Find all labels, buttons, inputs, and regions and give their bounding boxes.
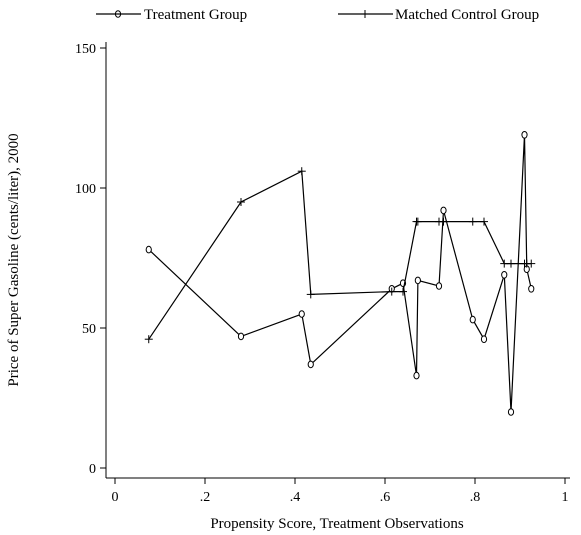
data-point-treatment (145, 245, 152, 254)
data-point-treatment (528, 285, 535, 293)
data-point-control (439, 217, 448, 226)
x-tick-label: 0 (112, 490, 119, 505)
x-tick-label: .2 (200, 490, 211, 505)
data-point-treatment (298, 310, 305, 318)
data-point-treatment (307, 360, 314, 369)
legend-item-control: Matched Control Group (338, 7, 539, 23)
data-point-control (306, 290, 315, 299)
legend-marker-treatment (114, 10, 122, 18)
y-tick-label: 0 (89, 462, 96, 477)
series-control (144, 167, 536, 344)
data-point-treatment (507, 408, 515, 416)
series-treatment (145, 131, 535, 416)
data-point-treatment (469, 315, 476, 324)
legend-item-treatment: Treatment Group (96, 7, 247, 23)
data-point-treatment (501, 271, 508, 279)
x-ticks: 0 .2 .4 .6 .8 1 (112, 478, 569, 505)
series-line-treatment (148, 134, 532, 413)
data-point-control (507, 259, 515, 268)
y-tick-label: 150 (75, 42, 96, 57)
data-point-control (468, 217, 477, 226)
data-point-control (527, 259, 536, 268)
legend-label-treatment: Treatment Group (144, 7, 247, 23)
data-point-control (387, 287, 396, 296)
y-ticks: 0 50 100 150 (75, 42, 106, 477)
series-layer (144, 131, 536, 416)
x-tick-label: 1 (562, 490, 569, 505)
data-point-control (144, 335, 153, 344)
x-tick-label: .8 (470, 490, 481, 505)
data-point-control (297, 167, 306, 176)
x-tick-label: .4 (290, 490, 301, 505)
data-point-treatment (237, 332, 245, 341)
data-point-treatment (440, 206, 447, 215)
legend: Treatment Group Matched Control Group (96, 7, 539, 23)
data-point-control (500, 259, 509, 268)
y-tick-label: 100 (75, 182, 96, 197)
x-axis-title: Propensity Score, Treatment Observations (210, 516, 463, 532)
series-line-control (148, 170, 532, 340)
y-tick-label: 50 (82, 322, 96, 337)
y-axis-title: Price of Super Gasoline (cents/liter), 2… (6, 133, 22, 386)
data-point-treatment (435, 282, 443, 290)
legend-label-control: Matched Control Group (395, 7, 539, 23)
data-point-control (237, 198, 245, 206)
data-point-control (413, 217, 422, 226)
x-tick-label: .6 (380, 490, 391, 505)
data-point-control (399, 287, 407, 296)
data-point-treatment (414, 276, 421, 285)
data-point-control (480, 217, 488, 226)
data-point-treatment (480, 335, 488, 344)
data-point-treatment (413, 371, 420, 380)
data-point-treatment (521, 131, 528, 139)
